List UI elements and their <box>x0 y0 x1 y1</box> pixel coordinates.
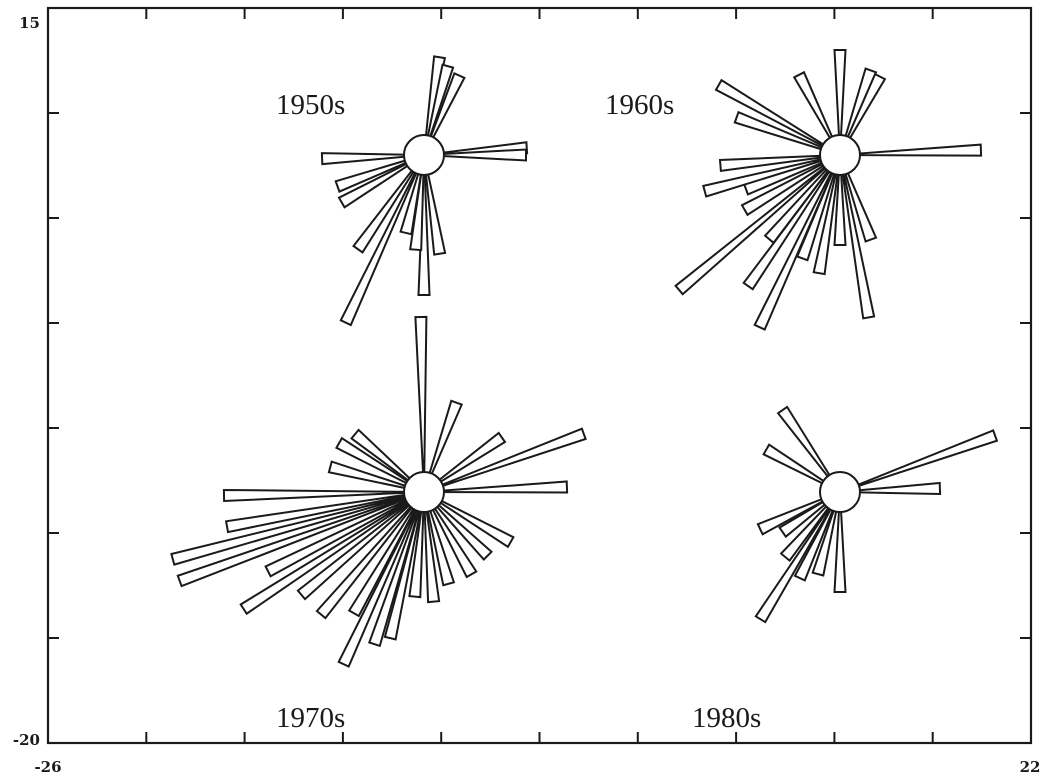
rose-petal <box>335 436 425 493</box>
rose-hubs <box>403 134 861 513</box>
rose-petal <box>423 480 569 494</box>
rose-hub-1970s <box>403 471 445 513</box>
rose-petal <box>224 491 425 534</box>
rose-petal <box>339 154 425 327</box>
rose-petal <box>423 427 587 493</box>
rose-petal <box>792 70 841 156</box>
rose-panel-1970s <box>170 315 587 668</box>
rose-hub-1980s <box>819 471 861 513</box>
rose-petal <box>762 443 841 493</box>
rose-petal <box>423 63 455 156</box>
rose-petal <box>718 154 841 173</box>
rose-hub-1950s <box>403 134 445 176</box>
rose-petal <box>352 154 425 254</box>
rose-petal <box>423 148 527 162</box>
rose-petal <box>423 491 515 549</box>
rose-petal <box>833 491 847 593</box>
rose-petal <box>839 154 876 320</box>
rose-hub-1960s <box>819 134 861 176</box>
plot-frame <box>46 6 1033 745</box>
rose-petal <box>776 405 841 493</box>
panel-label-1950s: 1950s <box>276 89 345 121</box>
rose-petal <box>368 491 425 648</box>
rose-petal <box>423 491 456 587</box>
x-tick-label-right: 22 <box>1020 758 1041 776</box>
rose-petal <box>239 491 425 616</box>
rose-petal <box>839 154 878 243</box>
rose-petal <box>423 431 507 493</box>
rose-petal <box>327 460 425 493</box>
rose-petal <box>833 154 847 246</box>
rose-petal <box>674 154 841 296</box>
panel-label-1980s: 1980s <box>692 702 761 734</box>
rose-petal <box>839 143 983 157</box>
rose-petal <box>423 491 478 579</box>
y-tick-label-top: 15 <box>19 14 40 32</box>
rose-petals <box>170 49 999 668</box>
rose-petal <box>733 110 841 156</box>
axis-ticks <box>47 7 1032 744</box>
rose-petal <box>763 154 841 245</box>
rose-petal <box>408 491 425 599</box>
rose-petal <box>414 315 428 493</box>
rose-petal <box>347 491 425 618</box>
rose-petal <box>753 154 841 331</box>
rose-panel-1950s <box>320 55 529 327</box>
rose-petal <box>839 481 942 496</box>
rose-petal <box>779 491 841 563</box>
rose-petal <box>811 491 841 577</box>
rose-petal <box>740 154 841 217</box>
rose-petal <box>833 49 847 156</box>
rose-petal <box>334 154 425 193</box>
rose-petal <box>423 71 466 156</box>
rose-petal <box>423 491 441 604</box>
rose-petal <box>839 429 999 493</box>
rose-petal <box>222 488 425 503</box>
rose-panel-1960s <box>674 49 983 331</box>
rose-petal <box>754 491 841 624</box>
rose-petal <box>423 154 447 256</box>
rose-petal <box>714 78 841 156</box>
panel-label-1960s: 1960s <box>605 89 674 121</box>
rose-petal <box>264 491 425 578</box>
rose-petal <box>337 491 425 668</box>
rose-petal <box>423 399 464 493</box>
rose-petal <box>350 428 425 493</box>
y-tick-label-bottom: -20 <box>13 731 40 749</box>
rose-petal <box>702 154 841 198</box>
rose-petal <box>170 491 425 566</box>
rose-petal <box>296 491 425 601</box>
rose-petal <box>320 152 425 166</box>
rose-panel-1980s <box>754 405 999 624</box>
rose-petal <box>756 491 841 536</box>
rose-petal <box>423 491 493 561</box>
rose-petal <box>812 154 841 276</box>
rose-petal <box>793 491 841 582</box>
rose-petal <box>337 154 425 209</box>
x-tick-label-left: -26 <box>34 758 61 776</box>
rose-petal <box>315 491 425 620</box>
panel-label-1970s: 1970s <box>276 702 345 734</box>
rose-petal <box>176 491 425 588</box>
rose-petal <box>839 72 887 156</box>
